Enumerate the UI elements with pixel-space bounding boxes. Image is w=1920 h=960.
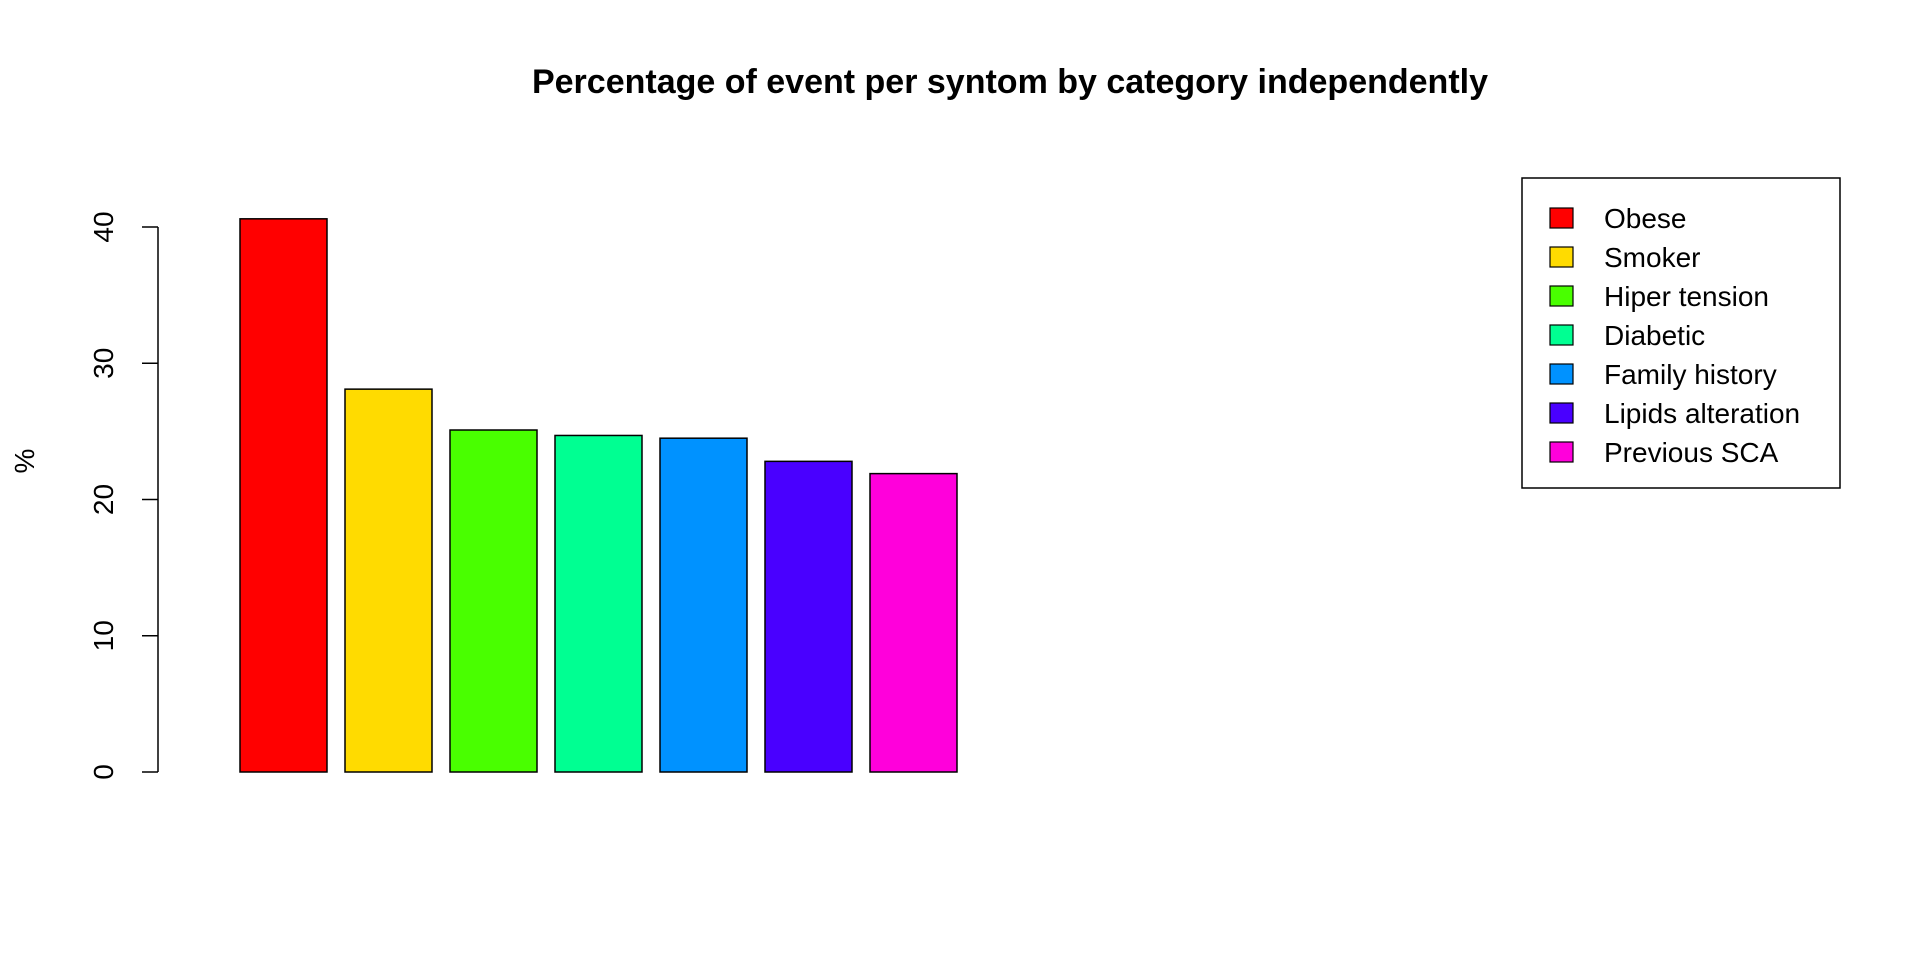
legend-box xyxy=(1521,177,1841,489)
y-tick-label: 30 xyxy=(88,348,119,379)
legend-entry: Obese xyxy=(1604,203,1687,234)
legend-swatch xyxy=(1549,324,1574,346)
bars xyxy=(239,218,958,773)
y-tick-label: 0 xyxy=(88,764,119,780)
legend-swatch xyxy=(1549,246,1574,268)
legend-entry: Smoker xyxy=(1604,242,1700,273)
legend-entry: Diabetic xyxy=(1604,320,1705,351)
bar-obese xyxy=(239,218,328,773)
legend-swatch xyxy=(1549,363,1574,385)
y-tick-label: 20 xyxy=(88,484,119,515)
legend-entry: Hiper tension xyxy=(1604,281,1769,312)
y-tick-label: 40 xyxy=(88,211,119,242)
y-axis-label: % xyxy=(9,449,40,474)
bar-previous-sca xyxy=(869,472,958,773)
legend-swatch xyxy=(1549,207,1574,229)
bar-smoker xyxy=(344,388,433,773)
y-axis: 0 10 20 30 40 xyxy=(88,211,159,780)
y-tick-label: 10 xyxy=(88,620,119,651)
bar-diabetic xyxy=(554,434,643,773)
legend-entry: Previous SCA xyxy=(1604,437,1779,468)
bar-lipids-alteration xyxy=(764,460,853,773)
legend-swatch xyxy=(1549,402,1574,424)
bar-family-history xyxy=(659,437,748,773)
legend-swatch xyxy=(1549,441,1574,463)
legend-entry: Family history xyxy=(1604,359,1777,390)
bar-hiper-tension xyxy=(449,429,538,773)
legend-swatch xyxy=(1549,285,1574,307)
legend: Obese Smoker Hiper tension Diabetic Family h… xyxy=(1521,177,1841,489)
legend-entry: Lipids alteration xyxy=(1604,398,1800,429)
chart-title: Percentage of event per syntom by catego… xyxy=(532,63,1488,101)
